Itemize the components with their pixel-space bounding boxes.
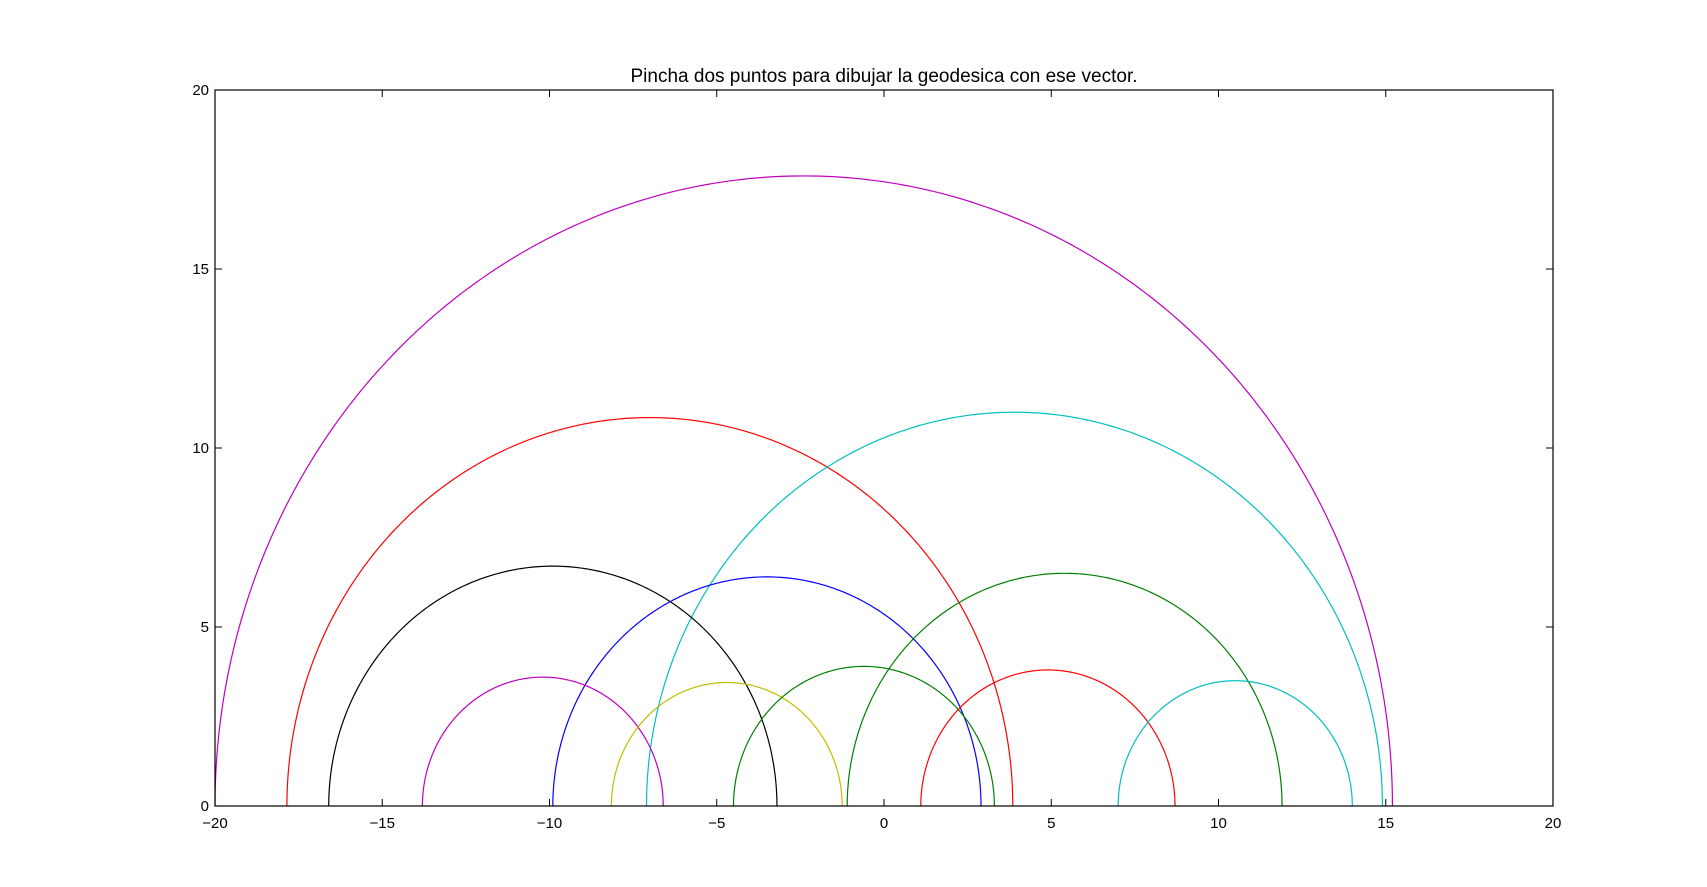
x-tick-label: 5 — [1047, 815, 1055, 832]
y-tick-label: 0 — [201, 798, 209, 815]
y-tick-label: 10 — [192, 440, 209, 457]
y-tick-label: 20 — [192, 82, 209, 99]
x-tick-label: 20 — [1545, 815, 1562, 832]
chart-title: Pincha dos puntos para dibujar la geodes… — [631, 66, 1138, 87]
geodesic-curve-10 — [920, 669, 1176, 807]
geodesic-curve-6 — [846, 572, 1283, 807]
x-tick-label: 0 — [880, 815, 888, 832]
x-tick-label: −20 — [202, 815, 227, 832]
axes-background — [215, 90, 1553, 806]
x-tick-label: −5 — [708, 815, 725, 832]
x-tick-label: −10 — [537, 815, 562, 832]
geodesic-curve-11 — [1117, 680, 1353, 807]
geodesic-curve-4 — [328, 565, 778, 807]
x-tick-label: −15 — [370, 815, 395, 832]
y-tick-label: 5 — [201, 619, 209, 636]
x-tick-label: 10 — [1210, 815, 1227, 832]
geodesic-curve-5 — [552, 576, 982, 807]
geodesic-curve-7 — [421, 676, 664, 807]
geodesic-curve-8 — [610, 681, 843, 807]
x-axis-ticks: −20 −15 −10 −5 0 5 10 15 20 — [202, 90, 1561, 832]
geodesic-curve-1 — [214, 175, 1394, 807]
y-tick-label: 15 — [192, 261, 209, 278]
plot-area[interactable]: −20 −15 −10 −5 0 5 10 15 20 0 5 10 15 20 — [192, 82, 1561, 832]
geodesic-curve-3 — [645, 411, 1384, 807]
x-tick-label: 15 — [1377, 815, 1394, 832]
geodesic-curve-2 — [286, 416, 1014, 807]
geodesic-curves — [214, 175, 1394, 807]
y-axis-ticks: 0 5 10 15 20 — [192, 82, 1553, 815]
geodesic-curve-9 — [732, 665, 995, 807]
